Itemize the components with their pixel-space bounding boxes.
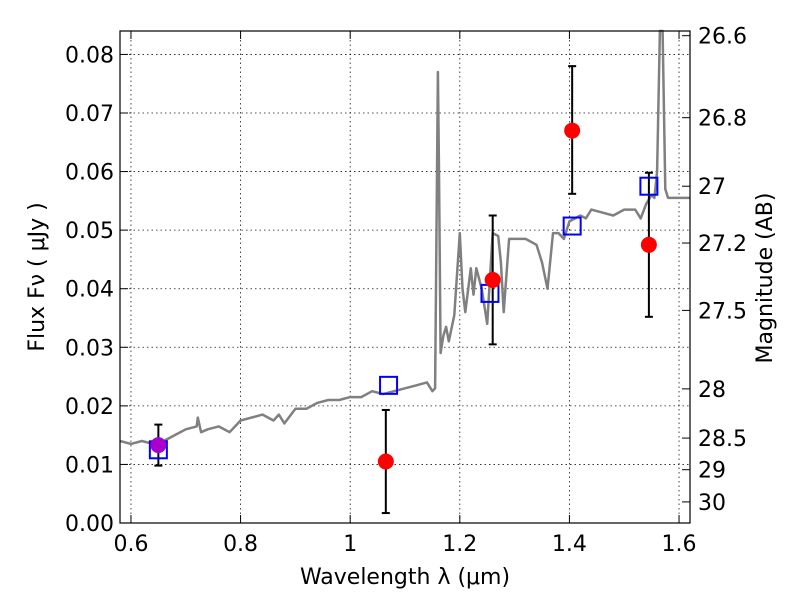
y2-tick-label: 28.5 bbox=[698, 427, 747, 452]
y2-tick-label: 26.6 bbox=[698, 25, 747, 50]
y-tick-label: 0.00 bbox=[65, 512, 114, 537]
plot-area bbox=[119, 29, 690, 515]
y2-tick-label: 29 bbox=[698, 459, 726, 484]
y-tick-label: 0.08 bbox=[65, 43, 114, 68]
y2-axis-label: Magnitude (AB) bbox=[753, 193, 778, 364]
y-tick-label: 0.07 bbox=[65, 102, 114, 127]
y-axis-ticks: 0.00 0.01 0.02 0.03 0.04 0.05 0.06 0.07 0.08 bbox=[65, 43, 128, 537]
model-photometry-square bbox=[562, 216, 582, 236]
observed-points bbox=[150, 122, 657, 470]
observed-point bbox=[484, 271, 501, 288]
y-tick-label: 0.05 bbox=[65, 219, 114, 244]
y-tick-label: 0.03 bbox=[65, 336, 114, 361]
model-spectrum-line bbox=[119, 29, 690, 446]
x-tick-label: 0.6 bbox=[113, 532, 148, 557]
x-axis-ticks: 0.6 0.8 1 1.2 1.4 1.6 bbox=[113, 31, 697, 557]
y-axis-label: Flux Fν ( μJy ) bbox=[25, 202, 50, 351]
y-tick-label: 0.04 bbox=[65, 278, 114, 303]
axes-frame bbox=[119, 30, 691, 524]
model-photometry-square bbox=[379, 375, 399, 395]
y-tick-label: 0.01 bbox=[65, 453, 114, 478]
y2-axis-ticks: 26.6 26.8 27 27.2 27.5 28 28.5 29 30 bbox=[682, 25, 747, 516]
observed-point bbox=[150, 437, 167, 454]
y2-tick-label: 27.5 bbox=[698, 299, 747, 324]
y-tick-label: 0.02 bbox=[65, 395, 114, 420]
observed-point bbox=[377, 453, 394, 470]
observed-point bbox=[640, 236, 657, 253]
x-tick-label: 1 bbox=[343, 532, 357, 557]
y2-tick-label: 30 bbox=[698, 491, 726, 516]
observed-point bbox=[564, 122, 581, 139]
y2-tick-label: 27 bbox=[698, 175, 726, 200]
model-photometry-square bbox=[639, 176, 659, 196]
y2-tick-label: 26.8 bbox=[698, 107, 747, 132]
x-tick-label: 1.2 bbox=[442, 532, 477, 557]
x-axis-label: Wavelength λ (μm) bbox=[300, 565, 510, 590]
x-tick-label: 0.8 bbox=[223, 532, 258, 557]
y-tick-label: 0.06 bbox=[65, 161, 114, 186]
y2-tick-label: 27.2 bbox=[698, 232, 747, 257]
y2-tick-label: 28 bbox=[698, 378, 726, 403]
x-tick-label: 1.4 bbox=[552, 532, 587, 557]
x-tick-label: 1.6 bbox=[662, 532, 697, 557]
grid bbox=[120, 31, 690, 524]
